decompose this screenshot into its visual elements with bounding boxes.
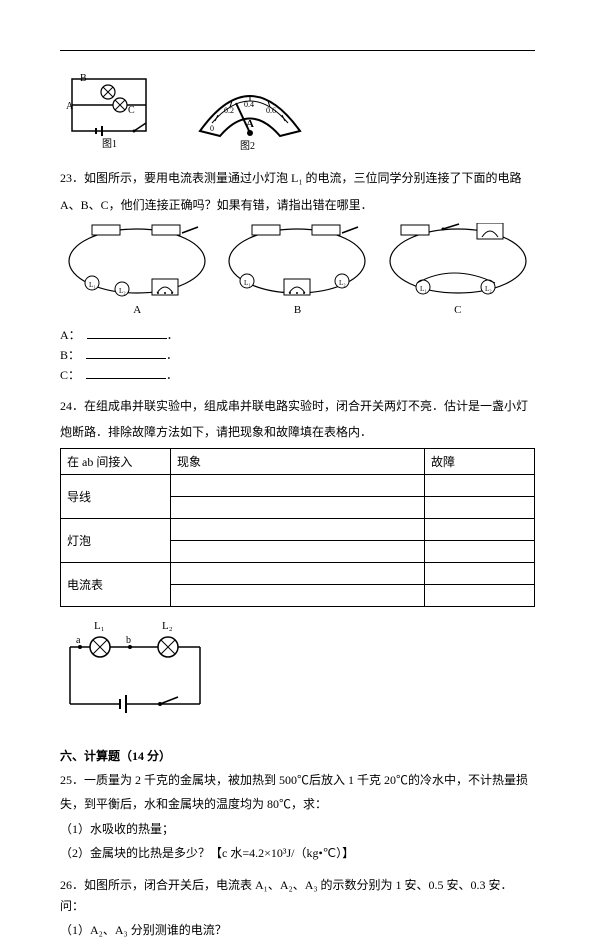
period-B: ． [166,348,178,362]
q23-answer-B: B： ． [60,346,535,363]
q24-circuit-diagram: L₁ L₂ a b [60,619,535,723]
svg-text:L₂: L₂ [162,620,173,632]
svg-text:0.4: 0.4 [244,100,254,109]
svg-text:0: 0 [210,124,214,133]
circuit-label-A: A [60,304,214,316]
q23-para2: A、B、C，他们连接正确吗？如果有错，请指出错在哪里． [60,196,535,215]
table-cell [171,474,425,496]
svg-text:0.6: 0.6 [266,106,276,115]
table-head-2: 现象 [171,448,425,474]
svg-text:L₁: L₁ [94,620,105,632]
table-head-1: 在 ab 间接入 [61,448,171,474]
circuit-label-C: C [381,304,535,316]
svg-text:b: b [126,635,131,646]
blank-B [86,358,166,359]
q23-circuits: L₁ L₂ A L₁ L₂ B L₁ [60,223,535,316]
q22-diagrams: A B C 图1 0 0.2 0.4 0.6 A 图2 [60,71,535,155]
table-cell [425,496,535,518]
svg-text:A: A [246,118,254,130]
q25-sub1: （1）水吸收的热量； [60,819,535,839]
q26-para1: 26．如图所示，闭合开关后，电流表 A₁、A₂、A₃ 的示数分别为 1 安、0.… [60,875,535,916]
blank-C [86,378,166,379]
svg-text:L₁: L₁ [89,281,96,289]
section6-title: 六、计算题（14 分） [60,747,535,764]
svg-text:L₂: L₂ [339,279,346,287]
fig2-label: 图2 [240,140,255,151]
table-cell [425,540,535,562]
q23-answer-C: C： ． [60,366,535,383]
table-cell [171,584,425,606]
table-cell-wire: 导线 [61,474,171,518]
q24-table: 在 ab 间接入 现象 故障 导线 灯泡 电流表 [60,448,535,607]
q24-para1: 24．在组成串并联实验中，组成串并联电路实验时，闭合开关两灯不亮．估计是一盏小灯 [60,397,535,416]
svg-text:L₁: L₁ [420,285,427,293]
table-row: 导线 [61,474,535,496]
fig1-label: 图1 [102,138,117,150]
circuit-diagram-fig1: A B C 图1 [60,71,160,155]
table-cell [171,518,425,540]
ans-B-prefix: B： [60,348,80,362]
ammeter-diagram-fig2: 0 0.2 0.4 0.6 A 图2 [180,71,320,155]
svg-text:L₂: L₂ [485,285,492,293]
point-A-label: A [66,101,74,112]
q23-answer-A: A： ． [60,326,535,343]
circuit-label-B: B [220,304,374,316]
ans-C-prefix: C： [60,368,80,382]
page-top-rule [60,50,535,51]
table-cell-bulb: 灯泡 [61,518,171,562]
table-row: 在 ab 间接入 现象 故障 [61,448,535,474]
table-cell [425,474,535,496]
circuit-C-svg: L₁ L₂ [383,223,533,298]
ans-A-prefix: A： [60,328,81,342]
period-C: ． [166,368,178,382]
svg-text:a: a [76,635,81,646]
blank-A [87,338,167,339]
table-cell [171,540,425,562]
table-cell [171,562,425,584]
svg-text:L₁: L₁ [244,279,251,287]
q25-para2: 失，到平衡后，水和金属块的温度均为 80℃，求： [60,794,535,814]
svg-text:L₂: L₂ [119,287,126,295]
circuit-B-svg: L₁ L₂ [222,223,372,298]
q26-sub1: （1）A₂、A₃ 分别测谁的电流？ [60,920,535,940]
table-row: 灯泡 [61,518,535,540]
table-row: 电流表 [61,562,535,584]
q25-sub2: （2）金属块的比热是多少？【c 水=4.2×10³J/（kg•℃）】 [60,843,535,863]
table-cell [425,584,535,606]
table-cell-ammeter: 电流表 [61,562,171,606]
table-cell [425,562,535,584]
point-C-label: C [128,105,135,116]
table-cell [425,518,535,540]
circuit-A-svg: L₁ L₂ [62,223,212,298]
q24-para2: 炮断路．排除故障方法如下，请把现象和故障填在表格内． [60,423,535,442]
q23-para1: 23．如图所示，要用电流表测量通过小灯泡 L₁ 的电流，三位同学分别连接了下面的… [60,169,535,188]
table-cell [171,496,425,518]
period-A: ． [167,328,179,342]
q25-para1: 25．一质量为 2 千克的金属块，被加热到 500℃后放入 1 千克 20℃的冷… [60,770,535,790]
svg-text:0.2: 0.2 [224,106,234,115]
table-head-3: 故障 [425,448,535,474]
point-B-label: B [80,73,87,84]
